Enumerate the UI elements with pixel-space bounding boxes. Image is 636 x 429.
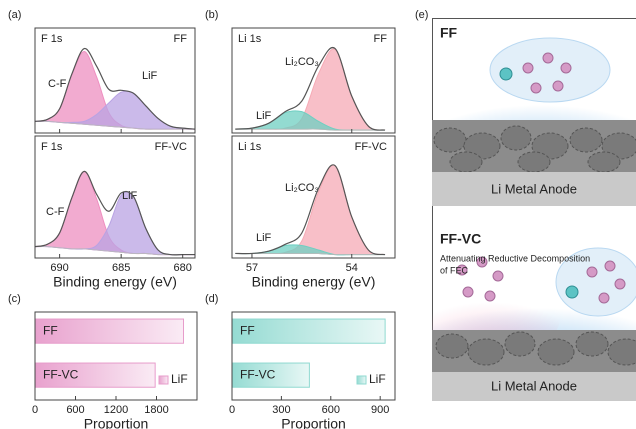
figure: FF Li Metal Anode FF-VC Attenuating Redu… — [0, 0, 636, 429]
li-ion — [566, 286, 578, 298]
core-level: F 1s — [41, 141, 63, 153]
sample-label: FF — [174, 33, 188, 45]
x-tick-label: 1200 — [104, 404, 128, 416]
peak-label: LiF — [256, 110, 272, 122]
category-label: FF-VC — [43, 367, 79, 381]
diagram-title: FF-VC — [440, 231, 481, 247]
x-tick-label: 600 — [66, 404, 84, 416]
legend-swatch — [357, 376, 366, 384]
bar — [232, 319, 385, 343]
sample-label: FF-VC — [155, 141, 187, 153]
legend-swatch — [159, 376, 168, 384]
li-ion — [500, 68, 512, 80]
peak-label: C-F — [48, 78, 67, 90]
core-level: F 1s — [41, 33, 63, 45]
legend-label: LiF — [369, 372, 386, 386]
x-tick-label: 690 — [50, 262, 68, 274]
sample-label: FF — [374, 33, 388, 45]
core-level: Li 1s — [238, 33, 262, 45]
panel-e: FF Li Metal Anode FF-VC Attenuating Redu… — [420, 19, 636, 402]
peak-label: Li₂CO₃ — [285, 56, 319, 68]
panel-label: (d) — [205, 293, 218, 305]
x-tick-label: 54 — [346, 262, 358, 274]
x-axis-label: Proportion — [281, 416, 346, 429]
panel-label: (b) — [205, 9, 218, 21]
diagram-note: Attenuating Reductive Decomposition — [440, 253, 590, 263]
panel-label: (c) — [8, 293, 21, 305]
sample-label: FF-VC — [355, 141, 387, 153]
x-tick-label: 300 — [272, 404, 290, 416]
anode-label: Li Metal Anode — [491, 378, 577, 393]
x-tick-label: 685 — [112, 262, 130, 274]
x-tick-label: 0 — [32, 404, 38, 416]
x-tick-label: 680 — [174, 262, 192, 274]
panel-label: (a) — [8, 9, 21, 21]
anode-label: Li Metal Anode — [491, 181, 577, 196]
peak-label: LiF — [142, 70, 158, 82]
x-axis-label: Proportion — [84, 416, 149, 429]
category-label: FF — [240, 323, 255, 337]
x-tick-label: 57 — [246, 262, 258, 274]
legend-label: LiF — [171, 372, 188, 386]
x-tick-label: 900 — [371, 404, 389, 416]
x-axis-label: Binding energy (eV) — [252, 274, 376, 290]
diagram-title: FF — [440, 25, 458, 41]
x-tick-label: 1800 — [144, 404, 168, 416]
panel-label: (e) — [415, 9, 428, 21]
peak-label: C-F — [46, 206, 65, 218]
core-level: Li 1s — [238, 141, 262, 153]
peak-label: Li₂CO₃ — [285, 182, 319, 194]
x-tick-label: 600 — [322, 404, 340, 416]
category-label: FF — [43, 323, 58, 337]
peak-label: LiF — [256, 232, 272, 244]
x-tick-label: 0 — [229, 404, 235, 416]
x-axis-label: Binding energy (eV) — [53, 274, 177, 290]
category-label: FF-VC — [240, 367, 276, 381]
diagram-note: of FEC — [440, 265, 469, 275]
